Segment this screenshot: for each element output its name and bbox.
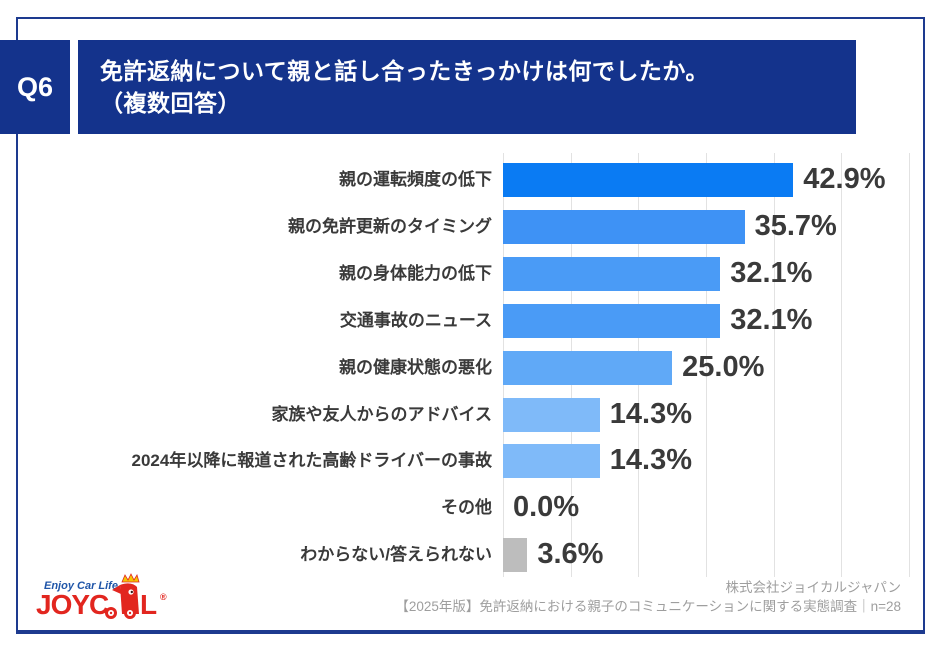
value-label: 35.7%: [754, 209, 837, 242]
footer-company: 株式会社ジョイカルジャパン: [725, 580, 902, 595]
value-label: 3.6%: [537, 538, 604, 571]
question-number: Q6: [16, 71, 54, 102]
value-label: 32.1%: [730, 256, 813, 289]
logo-brand-left: JOYC: [36, 589, 109, 620]
gridline: [706, 153, 707, 577]
registered-mark: ®: [160, 592, 167, 602]
category-label: 2024年以降に報道された高齢ドライバーの事故: [131, 451, 492, 471]
question-number-badge: Q6: [0, 40, 70, 134]
wheel-icon: [105, 607, 117, 619]
category-label: その他: [441, 498, 492, 518]
category-label: 親の身体能力の低下: [339, 263, 492, 283]
category-label: 親の免許更新のタイミング: [288, 216, 492, 236]
joycal-logo: Enjoy Car Life JOYC L ®: [34, 572, 174, 622]
question-title-line2: （複数回答）: [100, 90, 241, 116]
bar: [503, 444, 600, 479]
bar: [503, 163, 794, 197]
wheel-icon: [124, 607, 136, 619]
page-border-frame: [16, 17, 925, 634]
joycal-logo-graphic: Enjoy Car Life JOYC L ®: [36, 573, 167, 620]
logo-tagline: Enjoy Car Life: [44, 580, 118, 592]
footer-attribution: 株式会社ジョイカルジャパン 【2025年版】免許返納における親子のコミュニケーシ…: [395, 579, 901, 616]
logo-brand-right: L: [140, 589, 157, 620]
value-label: 32.1%: [730, 303, 813, 336]
category-label: 交通事故のニュース: [339, 310, 492, 330]
bar: [503, 256, 721, 291]
gridline: [909, 153, 910, 577]
gridline: [773, 153, 775, 577]
category-label: 親の健康状態の悪化: [339, 357, 492, 377]
question-title-line1: 免許返納について親と話し合ったきっかけは何でしたか。: [100, 58, 709, 84]
bar: [503, 209, 745, 244]
category-label: わからない/答えられない: [300, 545, 492, 565]
value-label: 14.3%: [609, 397, 692, 430]
bar: [503, 538, 528, 573]
crown-icon: [121, 573, 140, 583]
value-label: 42.9%: [803, 163, 886, 195]
bar: [503, 397, 600, 432]
gridline: [841, 153, 843, 577]
bar: [503, 350, 673, 385]
category-label: 親の運転頻度の低下: [339, 170, 492, 189]
mascot-icon: [112, 583, 139, 614]
value-label: 25.0%: [682, 350, 765, 383]
category-label: 家族や友人からのアドバイス: [271, 404, 493, 424]
footer-survey-title: 【2025年版】免許返納における親子のコミュニケーションに関する実態調査｜n=2…: [395, 598, 901, 614]
value-label: 14.3%: [609, 444, 692, 477]
bar: [503, 303, 721, 338]
title-banner: 免許返納について親と話し合ったきっかけは何でしたか。 （複数回答）: [78, 40, 856, 134]
value-label: 0.0%: [513, 491, 580, 524]
